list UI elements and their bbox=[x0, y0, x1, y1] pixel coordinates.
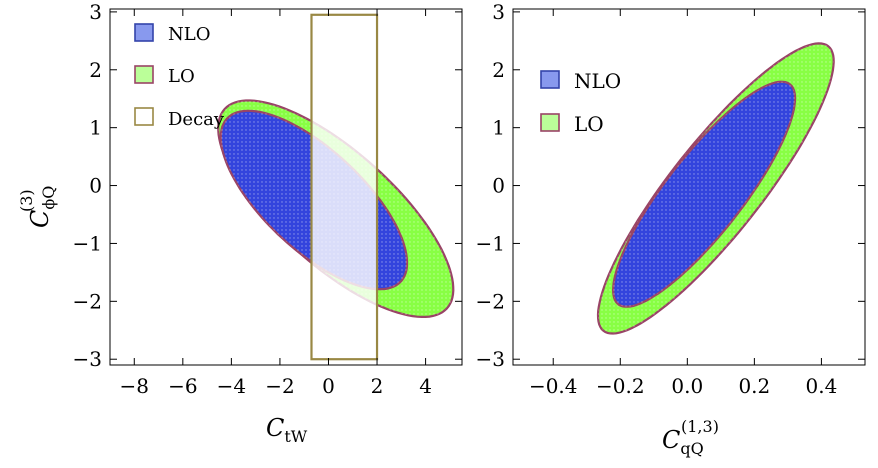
left-legend: NLO LO Decay bbox=[134, 23, 225, 130]
right-x-axis-label: CqQ (1,3) bbox=[662, 417, 719, 458]
x-tick-label-0-3: −2 bbox=[265, 374, 294, 398]
right-legend: NLO LO bbox=[540, 69, 621, 136]
x-tick-label-0-6: 4 bbox=[419, 374, 432, 398]
legend-label-nlo-right: NLO bbox=[574, 69, 621, 93]
legend-label-nlo: NLO bbox=[168, 24, 210, 45]
svg-text:(3): (3) bbox=[17, 189, 36, 212]
y-tick-label-0-6: 3 bbox=[89, 0, 102, 24]
svg-text:CqQ: CqQ bbox=[662, 426, 704, 458]
y-tick-label-1-5: 2 bbox=[492, 58, 505, 82]
x-tick-label-0-2: −4 bbox=[217, 374, 246, 398]
left-ticks: −8 −6 −4 −2 0 2 4 −3 −2 −1 0 1 2 3 bbox=[73, 0, 462, 398]
x-tick-label-1-3: 0.2 bbox=[738, 374, 770, 398]
right-ticks: −0.4 −0.2 0.0 0.2 0.4 −3 −2 −1 0 1 2 3 bbox=[476, 0, 865, 398]
y-tick-label-1-0: −3 bbox=[476, 347, 505, 371]
right-regions bbox=[596, 42, 835, 335]
x-tick-label-0-0: −8 bbox=[120, 374, 149, 398]
x-tick-label-1-1: −0.2 bbox=[596, 374, 645, 398]
y-tick-label-1-4: 1 bbox=[492, 116, 505, 140]
right-panel: −0.4 −0.2 0.0 0.2 0.4 −3 −2 −1 0 1 2 3 NLO LO CqQ (… bbox=[476, 0, 866, 458]
y-tick-label-1-2: −1 bbox=[476, 231, 505, 255]
legend-label-lo: LO bbox=[168, 66, 195, 87]
y-tick-label-1-3: 0 bbox=[492, 174, 505, 198]
legend-label-lo-right: LO bbox=[574, 112, 604, 136]
x-tick-label-0-4: 0 bbox=[322, 374, 335, 398]
x-tick-label-1-0: −0.4 bbox=[529, 374, 578, 398]
svg-text:CϕQ: CϕQ bbox=[26, 186, 58, 228]
left-regions bbox=[217, 13, 455, 361]
left-x-axis-label: CtW bbox=[266, 414, 308, 446]
y-tick-label-0-1: −2 bbox=[73, 289, 102, 313]
y-tick-label-0-0: −3 bbox=[73, 347, 102, 371]
x-tick-label-1-4: 0.4 bbox=[806, 374, 838, 398]
y-tick-label-1-1: −2 bbox=[476, 289, 505, 313]
legend-swatch-nlo-right bbox=[540, 70, 560, 89]
y-tick-label-0-4: 1 bbox=[89, 116, 102, 140]
legend-swatch-decay bbox=[134, 107, 154, 126]
y-tick-label-0-2: −1 bbox=[73, 231, 102, 255]
y-tick-label-0-3: 0 bbox=[89, 174, 102, 198]
region-nlo-texture-right bbox=[613, 81, 796, 307]
region-decay-box bbox=[310, 13, 379, 361]
left-panel: −8 −6 −4 −2 0 2 4 −3 −2 −1 0 1 2 3 NLO LO Decay CtW C… bbox=[17, 0, 463, 446]
legend-swatch-lo bbox=[134, 65, 154, 84]
x-tick-label-1-2: 0.0 bbox=[671, 374, 703, 398]
legend-swatch-lo-right bbox=[540, 113, 560, 132]
svg-text:(1,3): (1,3) bbox=[681, 417, 719, 436]
legend-label-decay: Decay bbox=[168, 109, 225, 130]
x-tick-label-0-1: −6 bbox=[168, 374, 197, 398]
legend-swatch-nlo bbox=[134, 23, 154, 42]
x-tick-label-0-5: 2 bbox=[371, 374, 384, 398]
left-y-axis-label: CϕQ (3) bbox=[17, 186, 58, 228]
y-tick-label-0-5: 2 bbox=[89, 58, 102, 82]
y-tick-label-1-6: 3 bbox=[492, 0, 505, 24]
